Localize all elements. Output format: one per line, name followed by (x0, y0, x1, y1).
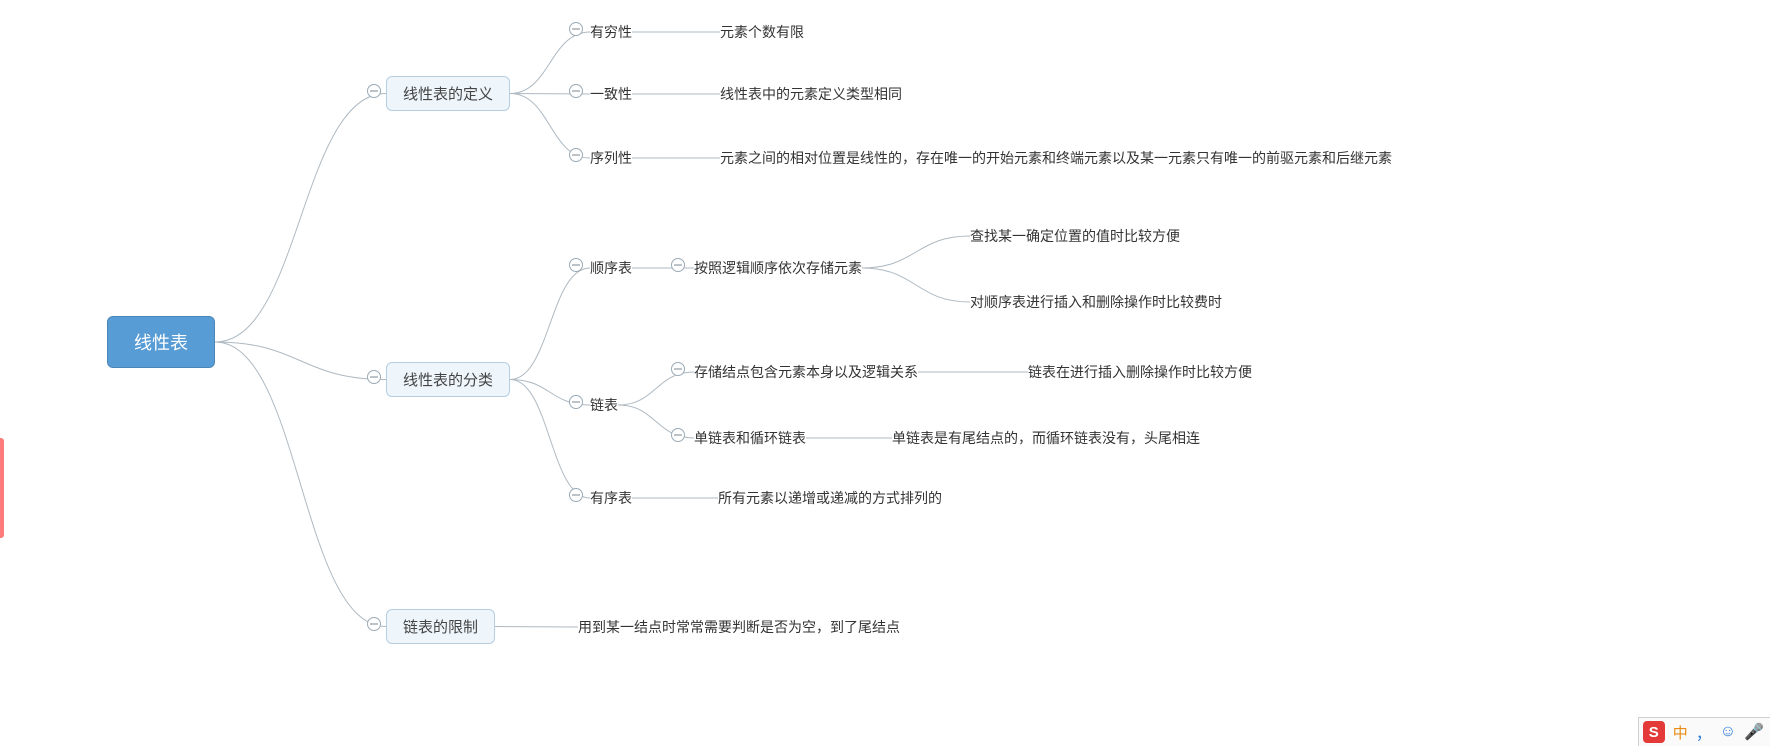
node-finiteness[interactable]: 有穷性 (590, 22, 632, 42)
ime-logo-icon: S (1643, 721, 1665, 743)
node-classification[interactable]: 线性表的分类 (386, 362, 510, 397)
node-definition[interactable]: 线性表的定义 (386, 76, 510, 111)
ime-toolbar[interactable]: S 中 ， ☺ 🎤 (1638, 717, 1770, 746)
node-sequential-list[interactable]: 顺序表 (590, 258, 632, 278)
ime-mic-icon[interactable]: 🎤 (1744, 722, 1764, 742)
collapse-icon[interactable] (569, 22, 583, 36)
node-consistency[interactable]: 一致性 (590, 84, 632, 104)
collapse-icon[interactable] (367, 617, 381, 631)
collapse-icon[interactable] (569, 488, 583, 502)
node-limitation[interactable]: 链表的限制 (386, 609, 495, 644)
collapse-icon[interactable] (367, 84, 381, 98)
leaf-finiteness: 元素个数有限 (720, 22, 804, 42)
leaf-limitation: 用到某一结点时常常需要判断是否为空，到了尾结点 (578, 617, 900, 637)
node-ordered-list[interactable]: 有序表 (590, 488, 632, 508)
ime-smile-icon[interactable]: ☺ (1720, 723, 1736, 741)
collapse-icon[interactable] (569, 148, 583, 162)
leaf-single-circular: 单链表是有尾结点的，而循环链表没有，头尾相连 (892, 428, 1200, 448)
node-root[interactable]: 线性表 (107, 316, 215, 368)
leaf-link-insert: 链表在进行插入删除操作时比较方便 (1028, 362, 1252, 382)
ime-punct[interactable]: ， (1696, 720, 1712, 744)
leaf-ordered: 所有元素以递增或递减的方式排列的 (718, 488, 942, 508)
node-seq-store[interactable]: 按照逻辑顺序依次存储元素 (694, 258, 862, 278)
collapse-icon[interactable] (671, 362, 685, 376)
node-linked-list[interactable]: 链表 (590, 395, 618, 415)
collapse-icon[interactable] (569, 258, 583, 272)
selection-indicator (0, 438, 4, 538)
collapse-icon[interactable] (671, 258, 685, 272)
collapse-icon[interactable] (569, 84, 583, 98)
leaf-consistency: 线性表中的元素定义类型相同 (720, 84, 902, 104)
ime-lang[interactable]: 中 (1673, 722, 1688, 743)
collapse-icon[interactable] (367, 370, 381, 384)
collapse-icon[interactable] (671, 428, 685, 442)
node-link-store[interactable]: 存储结点包含元素本身以及逻辑关系 (694, 362, 918, 382)
leaf-sequentiality: 元素之间的相对位置是线性的，存在唯一的开始元素和终端元素以及某一元素只有唯一的前… (720, 148, 1392, 168)
node-single-circular[interactable]: 单链表和循环链表 (694, 428, 806, 448)
collapse-icon[interactable] (569, 395, 583, 409)
leaf-seq-insert: 对顺序表进行插入和删除操作时比较费时 (970, 292, 1222, 312)
leaf-seq-lookup: 查找某一确定位置的值时比较方便 (970, 226, 1180, 246)
node-sequentiality[interactable]: 序列性 (590, 148, 632, 168)
